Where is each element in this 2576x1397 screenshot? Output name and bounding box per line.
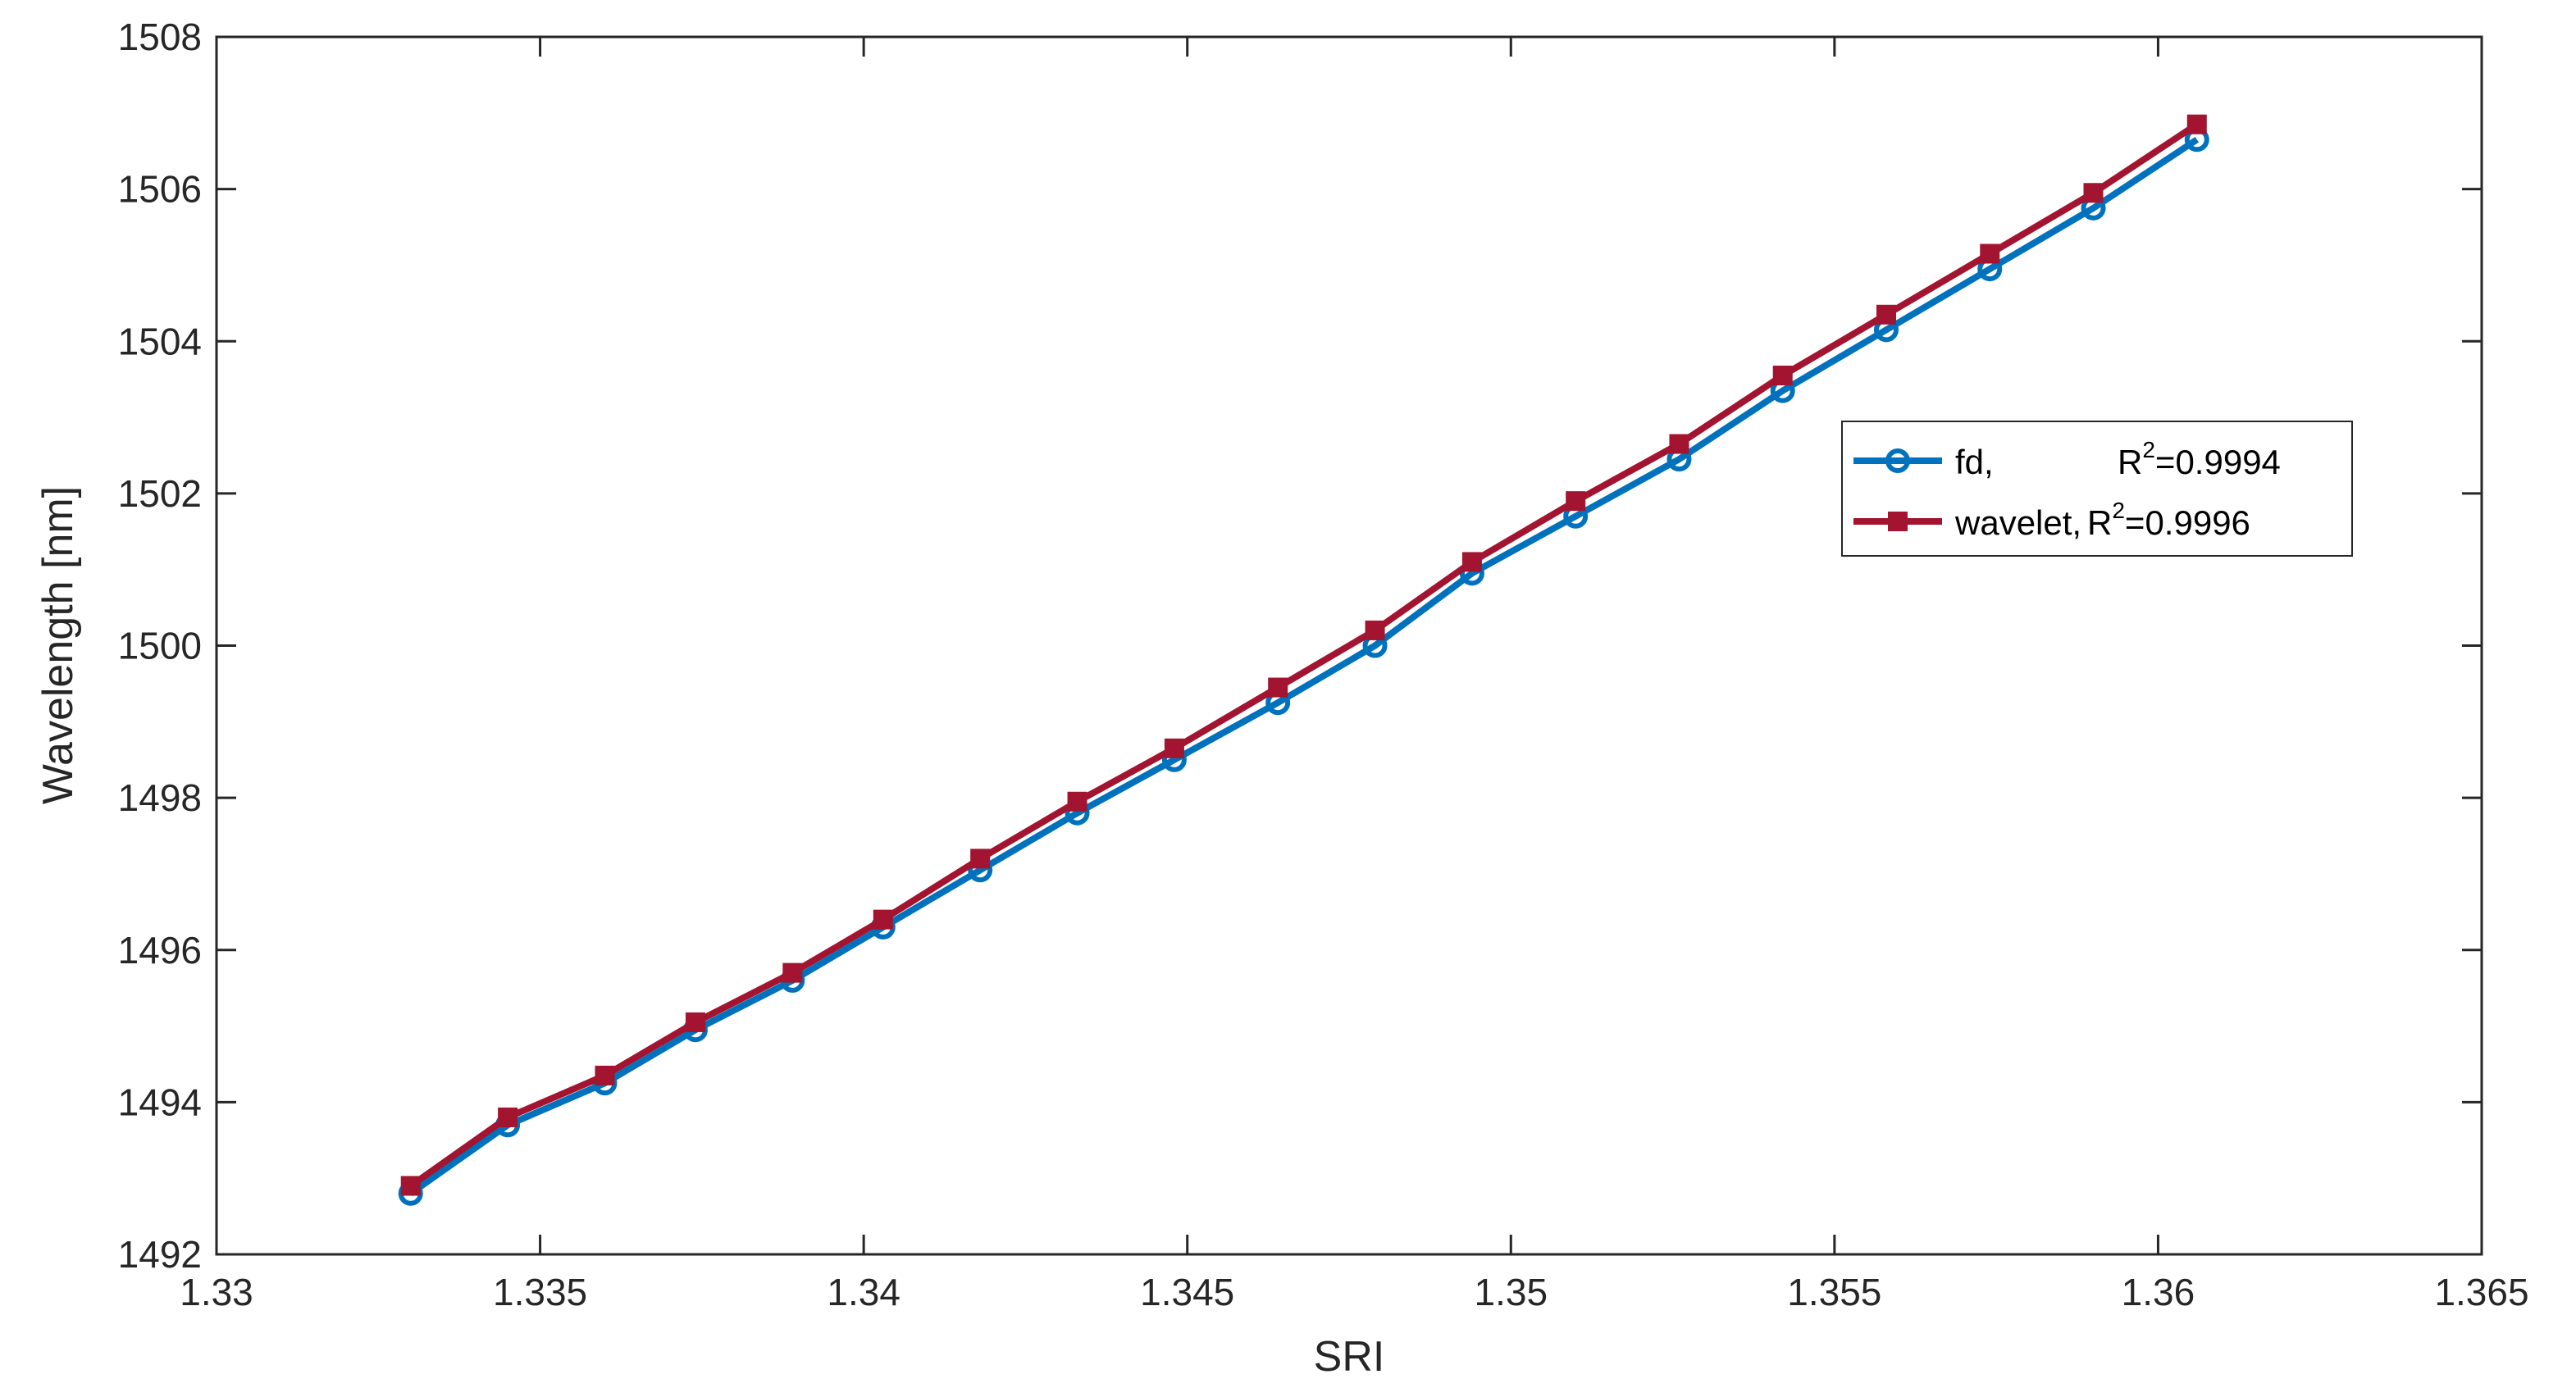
data-point-wavelet <box>400 1176 421 1196</box>
y-tick-label: 1502 <box>118 472 202 515</box>
data-point-wavelet <box>970 849 991 869</box>
legend-r2-wavelet: R2=0.9996 <box>2087 498 2250 542</box>
data-point-wavelet <box>1772 366 1793 386</box>
y-tick-label: 1496 <box>118 929 202 972</box>
data-point-wavelet <box>2083 183 2104 203</box>
legend-r2-value-wavelet: =0.9996 <box>2125 503 2250 542</box>
data-point-wavelet <box>782 962 803 983</box>
x-tick-label: 1.35 <box>1475 1271 1548 1313</box>
y-tick-label: 1492 <box>118 1233 202 1276</box>
series-layer <box>398 114 2209 1206</box>
legend-r2-fd: R2=0.9994 <box>2118 437 2281 481</box>
y-tick-label: 1498 <box>118 776 202 819</box>
axis-ticks <box>215 35 2483 1256</box>
data-point-wavelet <box>1164 738 1184 758</box>
y-tick-label: 1494 <box>118 1081 202 1123</box>
legend-r2-sup-wavelet: 2 <box>2112 498 2125 523</box>
x-tick-labels: 1.33 1.335 1.34 1.345 1.35 1.355 1.36 1.365 <box>180 1271 2528 1313</box>
data-point-wavelet <box>685 1012 705 1032</box>
data-point-wavelet <box>1980 243 2000 264</box>
legend-r2-value-fd: =0.9994 <box>2155 443 2281 481</box>
legend-r2-symbol-fd: R <box>2118 443 2142 481</box>
legend-r2-symbol-wavelet: R <box>2087 503 2112 542</box>
legend-label-wavelet: wavelet, <box>1954 503 2081 542</box>
data-point-wavelet <box>1669 434 1689 454</box>
legend-marker-wavelet <box>1888 512 1908 531</box>
data-point-wavelet <box>2186 114 2207 134</box>
data-point-wavelet <box>1461 552 1482 572</box>
legend-marker-fd <box>1885 448 1910 473</box>
y-tick-label: 1500 <box>118 625 202 667</box>
x-tick-label: 1.36 <box>2122 1271 2195 1313</box>
data-point-wavelet <box>873 909 893 930</box>
x-tick-label: 1.335 <box>493 1271 587 1313</box>
data-point-wavelet <box>498 1107 518 1127</box>
x-tick-label: 1.345 <box>1140 1271 1234 1313</box>
y-axis-label: Wavelength [nm] <box>34 486 82 804</box>
legend-box <box>1841 421 2353 557</box>
x-tick-label: 1.33 <box>180 1271 253 1313</box>
x-tick-label: 1.34 <box>827 1271 900 1313</box>
data-point-wavelet <box>595 1065 615 1085</box>
x-tick-label: 1.365 <box>2434 1271 2528 1313</box>
data-point-wavelet <box>1268 677 1288 698</box>
legend-label-fd: fd, <box>1955 443 1994 481</box>
legend: fd, R2=0.9994 wavelet, R2=0.9996 <box>1841 421 2353 557</box>
data-point-wavelet <box>1876 304 1896 325</box>
y-tick-label: 1506 <box>118 168 202 211</box>
x-tick-label: 1.355 <box>1787 1271 1881 1313</box>
data-point-wavelet <box>1067 791 1087 812</box>
y-tick-label: 1504 <box>118 320 202 362</box>
data-point-wavelet <box>1365 620 1385 640</box>
legend-r2-sup-fd: 2 <box>2142 437 2155 462</box>
y-tick-label: 1508 <box>118 16 202 58</box>
x-axis-label: SRI <box>1314 1333 1385 1381</box>
y-tick-labels: 1492 1494 1496 1498 1500 1502 1504 1506 1508 <box>118 16 202 1276</box>
data-point-wavelet <box>1566 491 1586 512</box>
